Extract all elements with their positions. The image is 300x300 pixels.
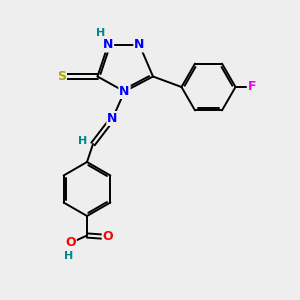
- Text: N: N: [107, 112, 118, 125]
- Text: H: H: [96, 28, 105, 38]
- Text: N: N: [119, 85, 130, 98]
- Text: S: S: [57, 70, 66, 83]
- Text: O: O: [103, 230, 113, 244]
- Text: F: F: [248, 80, 256, 94]
- Text: H: H: [78, 136, 87, 146]
- Text: H: H: [64, 250, 74, 261]
- Text: N: N: [134, 38, 145, 52]
- Text: N: N: [103, 38, 113, 52]
- Text: O: O: [65, 236, 76, 250]
